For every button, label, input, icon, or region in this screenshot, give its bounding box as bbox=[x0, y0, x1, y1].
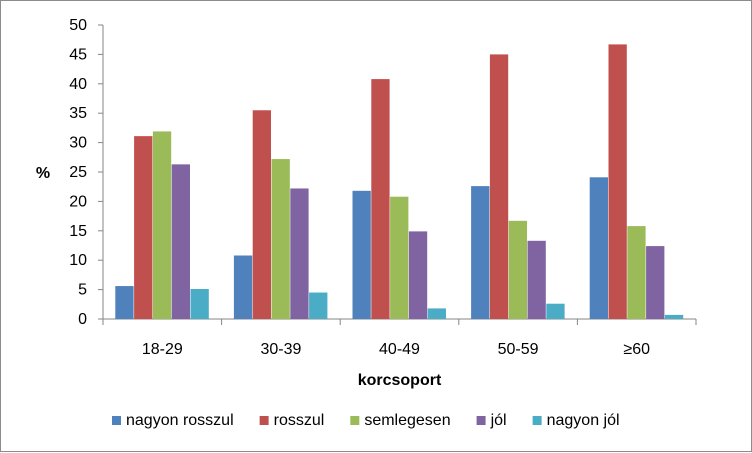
bar bbox=[371, 79, 390, 319]
bar bbox=[171, 164, 190, 319]
bar bbox=[271, 159, 290, 319]
bar bbox=[546, 303, 565, 319]
y-axis-title: % bbox=[36, 165, 50, 182]
x-tick-label: 40-49 bbox=[379, 341, 420, 358]
bar bbox=[233, 255, 253, 319]
y-tick-label: 0 bbox=[78, 311, 87, 328]
legend-label: nagyon jól bbox=[547, 412, 620, 429]
y-tick-label: 35 bbox=[69, 105, 87, 122]
x-tick-label: 50-59 bbox=[498, 341, 539, 358]
bar bbox=[471, 186, 490, 319]
x-axis: 18-29 30-39 40-49 50-59 ≥60 bbox=[102, 318, 697, 358]
bar bbox=[134, 136, 153, 319]
x-tick-label: 30-39 bbox=[260, 341, 301, 358]
legend-label: nagyon rosszul bbox=[126, 412, 234, 429]
bar bbox=[589, 177, 608, 319]
bar bbox=[252, 110, 271, 319]
bar bbox=[527, 240, 546, 319]
y-tick-label: 5 bbox=[78, 282, 87, 299]
x-axis-title: korcsoport bbox=[358, 372, 442, 389]
x-tick-label: ≥60 bbox=[623, 341, 650, 358]
bar bbox=[408, 231, 428, 319]
y-tick-label: 25 bbox=[69, 164, 87, 181]
x-tick-label: 18-29 bbox=[142, 341, 183, 358]
y-tick-label: 15 bbox=[69, 223, 87, 240]
legend-label: semlegesen bbox=[364, 412, 450, 429]
y-tick-label: 45 bbox=[69, 46, 87, 63]
y-axis: 0 5 10 15 20 25 30 35 40 45 50 bbox=[69, 17, 104, 328]
bars bbox=[115, 44, 684, 320]
y-tick-label: 10 bbox=[69, 252, 87, 269]
y-tick-label: 40 bbox=[69, 76, 87, 93]
legend-swatch bbox=[259, 416, 269, 425]
y-tick-label: 30 bbox=[69, 135, 87, 152]
bar bbox=[608, 44, 627, 320]
y-tick-label: 50 bbox=[69, 17, 87, 34]
bar bbox=[309, 292, 328, 319]
bar bbox=[646, 246, 665, 319]
legend: nagyon rosszul rosszul semlegesen jól nagyon… bbox=[112, 412, 620, 429]
bar bbox=[664, 314, 684, 319]
bar bbox=[152, 131, 172, 319]
legend-swatch bbox=[112, 416, 121, 425]
legend-label: rosszul bbox=[274, 412, 325, 429]
bar bbox=[627, 226, 646, 319]
legend-swatch bbox=[350, 416, 360, 425]
bar bbox=[508, 220, 527, 319]
bar bbox=[390, 196, 409, 319]
bar bbox=[427, 308, 446, 319]
bar bbox=[489, 54, 509, 320]
bar bbox=[190, 289, 209, 319]
bar bbox=[290, 188, 309, 319]
bar bbox=[352, 190, 371, 319]
legend-swatch bbox=[476, 416, 486, 425]
y-tick-label: 20 bbox=[69, 193, 87, 210]
bar bbox=[115, 286, 134, 319]
legend-swatch bbox=[532, 416, 542, 425]
legend-label: jól bbox=[490, 412, 507, 429]
